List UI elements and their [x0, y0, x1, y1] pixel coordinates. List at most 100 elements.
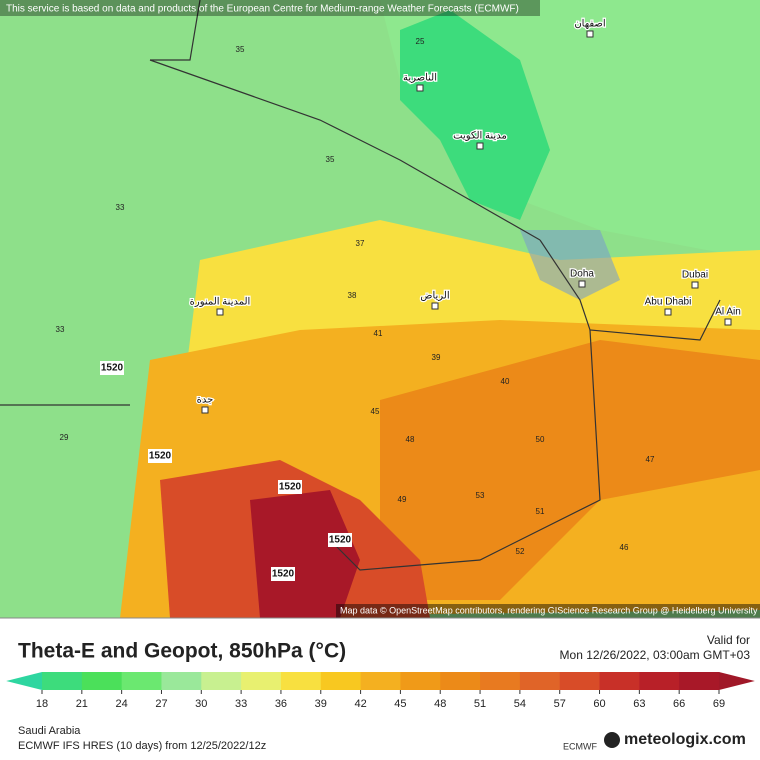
- place-label: مدينة الكويت: [453, 131, 507, 142]
- map-value: 53: [476, 491, 485, 500]
- place-dot: [476, 142, 484, 150]
- colorbar-tick-label: 60: [593, 698, 605, 710]
- contour-label-box: [100, 361, 124, 375]
- contour-label: 1520: [101, 363, 124, 374]
- map-value: 25: [416, 37, 425, 46]
- map-value: 33: [56, 325, 65, 334]
- map-value: 35: [236, 45, 245, 54]
- colorbar-tick-label: 27: [155, 698, 167, 710]
- place-label: جدة: [197, 395, 214, 406]
- colorbar-segment: [161, 672, 202, 690]
- colorbar-segment: [679, 672, 720, 690]
- place-label: Doha: [570, 269, 594, 280]
- map-area-kuwait: [400, 10, 550, 220]
- place-label: الناصرية: [403, 73, 437, 84]
- map-value: 39: [432, 353, 441, 362]
- map-value: 41: [374, 329, 383, 338]
- colorbar-segment: [440, 672, 481, 690]
- colorbar-segment: [42, 672, 83, 690]
- model: ECMWF IFS HRES (10 days) from 12/25/2022…: [18, 740, 266, 752]
- place-dot: [578, 280, 586, 288]
- colorbar-segment: [519, 672, 561, 690]
- place-dot: [431, 302, 439, 310]
- colorbar-tick-label: 57: [554, 698, 566, 710]
- colorbar-segment: [241, 672, 282, 690]
- colorbar-segment: [81, 672, 123, 690]
- place-label: Abu Dhabi: [645, 297, 692, 308]
- colorbar-segment: [559, 672, 601, 690]
- map-value: 51: [536, 507, 545, 516]
- map-value: 49: [398, 495, 407, 504]
- place-dot: [691, 281, 699, 289]
- contour-label: 1520: [272, 569, 295, 580]
- colorbar-tick-label: 69: [713, 698, 725, 710]
- colorbar-tick-label: 63: [633, 698, 645, 710]
- colorbar-segment: [599, 672, 640, 690]
- ecmwf-logo: ECMWF: [563, 741, 597, 751]
- colorbar-tick-label: 54: [514, 698, 526, 710]
- colorbar-segment: [480, 672, 521, 690]
- map-value: 50: [536, 435, 545, 444]
- colorbar-high-arrow: [719, 672, 755, 690]
- colorbar-tick-label: 42: [354, 698, 366, 710]
- place-label: Al Ain: [715, 307, 741, 318]
- brand: meteologix.com: [624, 731, 746, 748]
- colorbar-tick-label: 21: [76, 698, 88, 710]
- colorbar-tick-label: 66: [673, 698, 685, 710]
- contour-label-box: [271, 567, 295, 581]
- colorbar-segment: [280, 672, 322, 690]
- colorbar-tick-label: 30: [195, 698, 207, 710]
- map-value: 40: [501, 377, 510, 386]
- colorbar-tick-label: 24: [116, 698, 128, 710]
- brand-icon: [604, 732, 620, 748]
- colorbar-segment: [320, 672, 362, 690]
- place-dot: [724, 318, 732, 326]
- colorbar-tick-label: 45: [394, 698, 406, 710]
- place-label: الرياض: [420, 291, 449, 302]
- map-area-dark-red: [250, 490, 360, 618]
- contour-label: 1520: [149, 451, 172, 462]
- place-dot: [416, 84, 424, 92]
- map-value: 47: [646, 455, 655, 464]
- place-dot: [586, 30, 594, 38]
- header-bar: [0, 0, 540, 16]
- place-label: Dubai: [682, 270, 708, 281]
- colorbar-segment: [360, 672, 401, 690]
- map-value: 46: [620, 543, 629, 552]
- map-value: 52: [516, 547, 525, 556]
- place-dot: [201, 406, 209, 414]
- map-value: 29: [60, 433, 69, 442]
- colorbar-tick-label: 36: [275, 698, 287, 710]
- colorbar-segment: [201, 672, 242, 690]
- colorbar-tick-label: 33: [235, 698, 247, 710]
- colorbar-tick-label: 18: [36, 698, 48, 710]
- colorbar-segment: [121, 672, 162, 690]
- map-value: 48: [406, 435, 415, 444]
- attribution-bar: [336, 604, 760, 618]
- contour-label: 1520: [329, 535, 352, 546]
- region: Saudi Arabia: [18, 725, 81, 737]
- place-dot: [664, 308, 672, 316]
- contour-label-box: [278, 480, 302, 494]
- place-label: اصفهان: [574, 19, 605, 30]
- map-value: 38: [348, 291, 357, 300]
- colorbar-segment: [639, 672, 680, 690]
- header-note: This service is based on data and produc…: [6, 4, 519, 15]
- attribution: Map data © OpenStreetMap contributors, r…: [340, 605, 758, 615]
- map-value: 37: [356, 239, 365, 248]
- colorbar-tick-label: 48: [434, 698, 446, 710]
- colorbar-tick-label: 39: [315, 698, 327, 710]
- colorbar-tick-label: 51: [474, 698, 486, 710]
- map-value: 33: [116, 203, 125, 212]
- colorbar-low-arrow: [6, 672, 42, 690]
- map-value: 35: [326, 155, 335, 164]
- contour-label: 1520: [279, 482, 302, 493]
- map-area-dark-orange: [380, 340, 760, 600]
- borders: [0, 0, 721, 571]
- title: Theta-E and Geopot, 850hPa (°C): [18, 640, 346, 663]
- place-label: المدينة المنورة: [190, 297, 251, 308]
- colorbar-segment: [400, 672, 441, 690]
- map-value: 45: [371, 407, 380, 416]
